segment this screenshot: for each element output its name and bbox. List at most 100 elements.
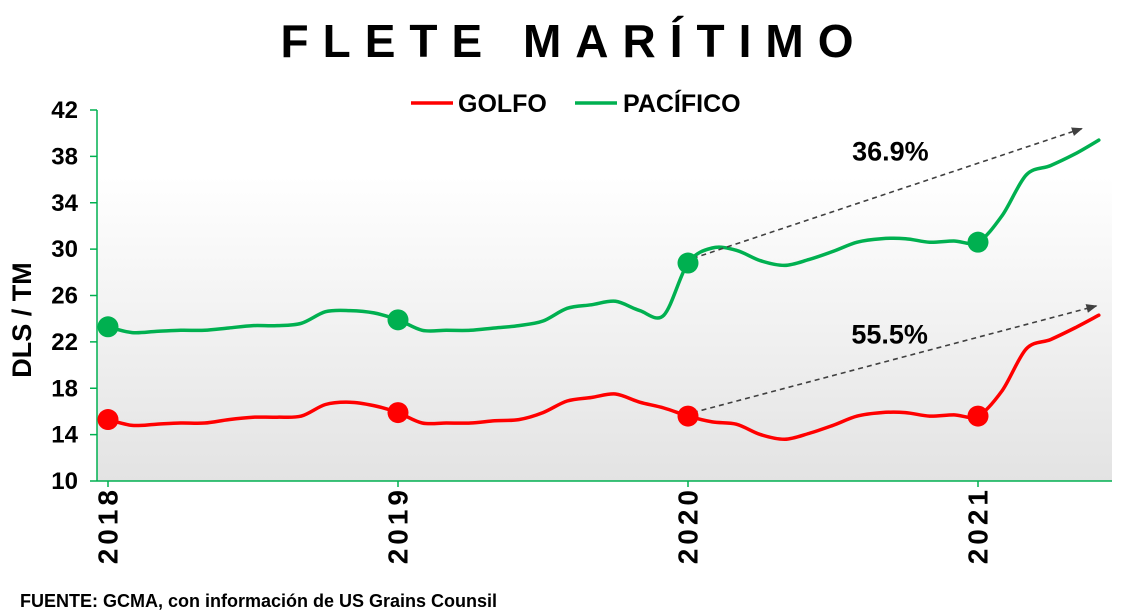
data-point-pacifico-1 xyxy=(130,331,134,335)
data-point-pacifico-19 xyxy=(565,306,569,310)
data-point-golfo-10 xyxy=(348,400,352,404)
data-point-pacifico-34 xyxy=(928,240,932,244)
highlight-marker-pacifico-36 xyxy=(967,231,989,253)
growth-label-pacifico: 36.9% xyxy=(852,136,929,166)
data-point-pacifico-30 xyxy=(831,249,835,253)
plot-area xyxy=(97,110,1112,481)
data-point-pacifico-41 xyxy=(1097,138,1101,142)
data-point-pacifico-2 xyxy=(154,329,158,333)
data-point-pacifico-5 xyxy=(227,326,231,330)
data-point-pacifico-15 xyxy=(469,328,472,332)
data-point-pacifico-6 xyxy=(251,324,255,328)
x-tick-label-2020: 2020 xyxy=(673,486,704,564)
data-point-pacifico-32 xyxy=(879,237,883,241)
data-point-pacifico-33 xyxy=(904,237,907,241)
data-point-golfo-19 xyxy=(565,399,569,403)
legend-item-golfo: GOLFO xyxy=(411,90,547,118)
legend: GOLFO PACÍFICO xyxy=(411,89,741,118)
series-line-golfo xyxy=(106,313,1101,442)
data-point-golfo-27 xyxy=(759,433,762,437)
data-point-pacifico-29 xyxy=(807,258,811,262)
data-point-pacifico-26 xyxy=(734,248,738,252)
data-point-pacifico-7 xyxy=(275,324,279,328)
data-point-golfo-13 xyxy=(420,421,424,425)
data-point-golfo-3 xyxy=(179,421,182,425)
data-point-golfo-41 xyxy=(1097,313,1101,317)
highlight-marker-golfo-12 xyxy=(387,402,409,424)
data-point-pacifico-10 xyxy=(348,309,352,313)
x-tick-label-2019: 2019 xyxy=(383,486,414,564)
data-point-pacifico-13 xyxy=(420,328,424,332)
data-point-pacifico-16 xyxy=(493,326,497,330)
data-point-golfo-40 xyxy=(1073,326,1077,330)
y-tick-label-42: 42 xyxy=(51,97,78,124)
x-tick-label-2021: 2021 xyxy=(963,486,994,564)
data-point-pacifico-8 xyxy=(299,321,303,325)
data-point-pacifico-31 xyxy=(855,240,859,244)
data-point-pacifico-21 xyxy=(614,299,617,303)
data-point-golfo-39 xyxy=(1049,338,1052,342)
data-point-golfo-33 xyxy=(904,411,907,415)
axes: 42 38 34 30 26 22 18 14 10 2018 2019 2020 2021 xyxy=(51,97,1112,564)
data-point-golfo-21 xyxy=(614,392,617,396)
data-point-golfo-1 xyxy=(130,423,134,427)
data-point-pacifico-17 xyxy=(517,324,521,328)
data-point-golfo-38 xyxy=(1024,347,1028,351)
annotations: 36.9% 55.5% xyxy=(692,127,1098,414)
data-point-pacifico-40 xyxy=(1073,152,1077,156)
data-point-golfo-28 xyxy=(783,437,787,441)
data-point-golfo-34 xyxy=(928,414,932,418)
source-note: FUENTE: GCMA, con información de US Grai… xyxy=(20,591,497,611)
data-point-golfo-17 xyxy=(517,418,521,422)
data-point-golfo-31 xyxy=(855,414,859,418)
y-tick-label-38: 38 xyxy=(51,143,78,170)
data-point-pacifico-9 xyxy=(324,310,327,314)
y-tick-label-22: 22 xyxy=(51,329,78,356)
data-point-pacifico-25 xyxy=(710,246,714,250)
data-point-golfo-7 xyxy=(275,415,279,419)
data-point-golfo-22 xyxy=(638,400,642,404)
data-point-golfo-14 xyxy=(444,421,448,425)
highlight-marker-pacifico-0 xyxy=(97,316,119,338)
legend-label-golfo: GOLFO xyxy=(458,90,547,118)
data-point-golfo-5 xyxy=(227,418,231,422)
legend-item-pacifico: PACÍFICO xyxy=(575,89,741,118)
data-point-pacifico-14 xyxy=(444,328,448,332)
data-point-pacifico-27 xyxy=(759,259,762,263)
data-point-golfo-9 xyxy=(324,402,327,406)
data-point-golfo-23 xyxy=(662,406,666,410)
highlight-marker-pacifico-24 xyxy=(677,252,699,274)
data-point-pacifico-20 xyxy=(589,303,593,307)
series-line-pacifico xyxy=(106,138,1101,335)
data-point-golfo-20 xyxy=(589,396,593,400)
data-point-golfo-26 xyxy=(734,422,738,426)
data-point-pacifico-11 xyxy=(372,311,376,315)
data-point-pacifico-3 xyxy=(179,328,182,332)
data-point-pacifico-22 xyxy=(638,309,642,313)
data-point-golfo-18 xyxy=(541,411,545,415)
data-point-golfo-30 xyxy=(831,423,835,427)
data-point-pacifico-37 xyxy=(1000,214,1004,218)
highlight-marker-golfo-36 xyxy=(967,405,989,427)
data-point-golfo-32 xyxy=(879,411,883,415)
y-tick-label-26: 26 xyxy=(51,283,78,310)
data-point-golfo-29 xyxy=(807,431,811,435)
highlight-marker-pacifico-12 xyxy=(387,309,409,331)
y-tick-label-34: 34 xyxy=(51,190,78,217)
chart-title: FLETE MARÍTIMO xyxy=(281,15,868,67)
data-point-golfo-8 xyxy=(299,414,303,418)
data-point-golfo-15 xyxy=(469,421,472,425)
data-point-golfo-11 xyxy=(372,404,376,408)
data-point-pacifico-35 xyxy=(952,239,956,243)
data-point-pacifico-28 xyxy=(783,263,787,267)
data-point-golfo-4 xyxy=(203,421,207,425)
growth-arrow-golfo xyxy=(692,304,1098,414)
data-point-pacifico-4 xyxy=(203,328,207,332)
highlight-marker-golfo-0 xyxy=(97,409,119,431)
y-tick-label-30: 30 xyxy=(51,236,78,263)
x-tick-label-2018: 2018 xyxy=(93,486,124,564)
data-point-golfo-16 xyxy=(493,419,497,423)
data-point-golfo-2 xyxy=(154,422,158,426)
data-point-golfo-35 xyxy=(952,413,956,417)
